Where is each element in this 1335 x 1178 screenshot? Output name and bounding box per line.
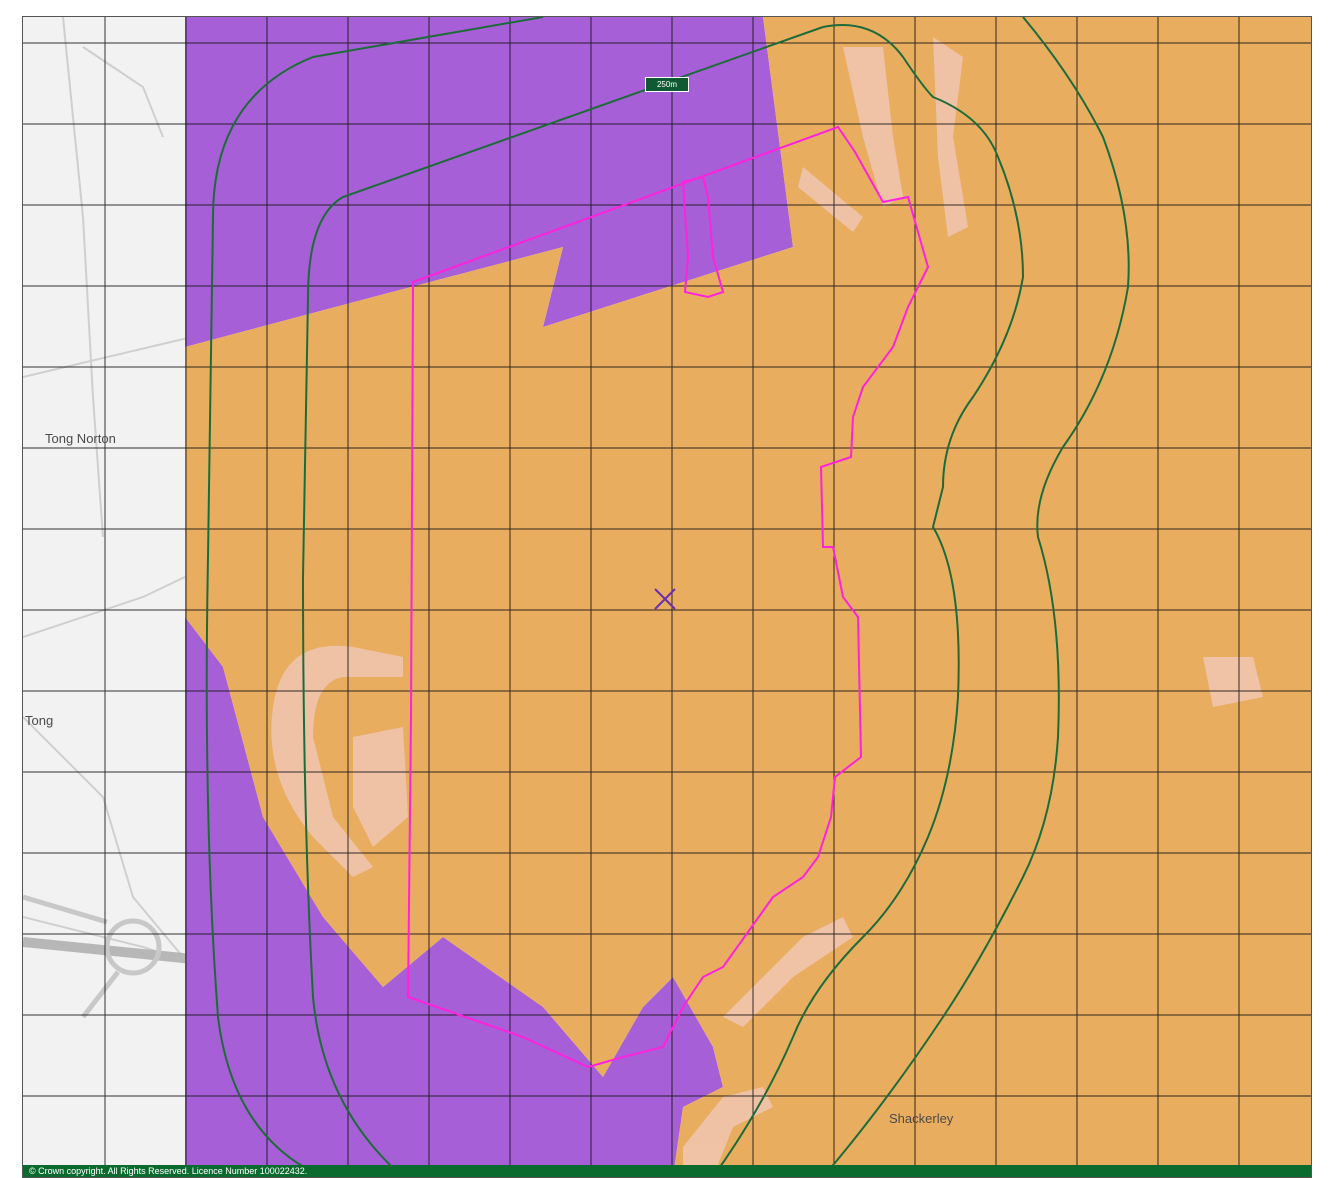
site-boundary bbox=[406, 125, 930, 1069]
x-marker-icon bbox=[654, 588, 676, 610]
map-grid bbox=[23, 17, 1311, 1165]
map-frame[interactable]: Tong Norton Shackerley Tong 250m © Crown… bbox=[22, 16, 1312, 1178]
orange-zone bbox=[185, 17, 1311, 1177]
buffer-inner bbox=[301, 26, 824, 1177]
buffer-outer-east bbox=[822, 17, 1130, 1177]
basemap-roundabout bbox=[23, 894, 162, 1019]
buffer-lines bbox=[205, 17, 1130, 1177]
copyright-notice: © Crown copyright. All Rights Reserved. … bbox=[23, 1165, 1311, 1177]
map-canvas[interactable] bbox=[23, 17, 1311, 1177]
place-label-tong-norton: Tong Norton bbox=[45, 431, 116, 446]
purple-zone bbox=[185, 17, 793, 347]
place-label-tong: Tong bbox=[25, 713, 54, 728]
buffer-distance-label: 250m bbox=[645, 77, 689, 92]
place-label-shackerley: Shackerley bbox=[889, 1111, 954, 1126]
light-patches bbox=[271, 37, 1263, 1177]
buffer-inner-east bbox=[712, 24, 1025, 1177]
top-ruler bbox=[23, 17, 1311, 37]
buffer-outer bbox=[205, 17, 544, 1177]
